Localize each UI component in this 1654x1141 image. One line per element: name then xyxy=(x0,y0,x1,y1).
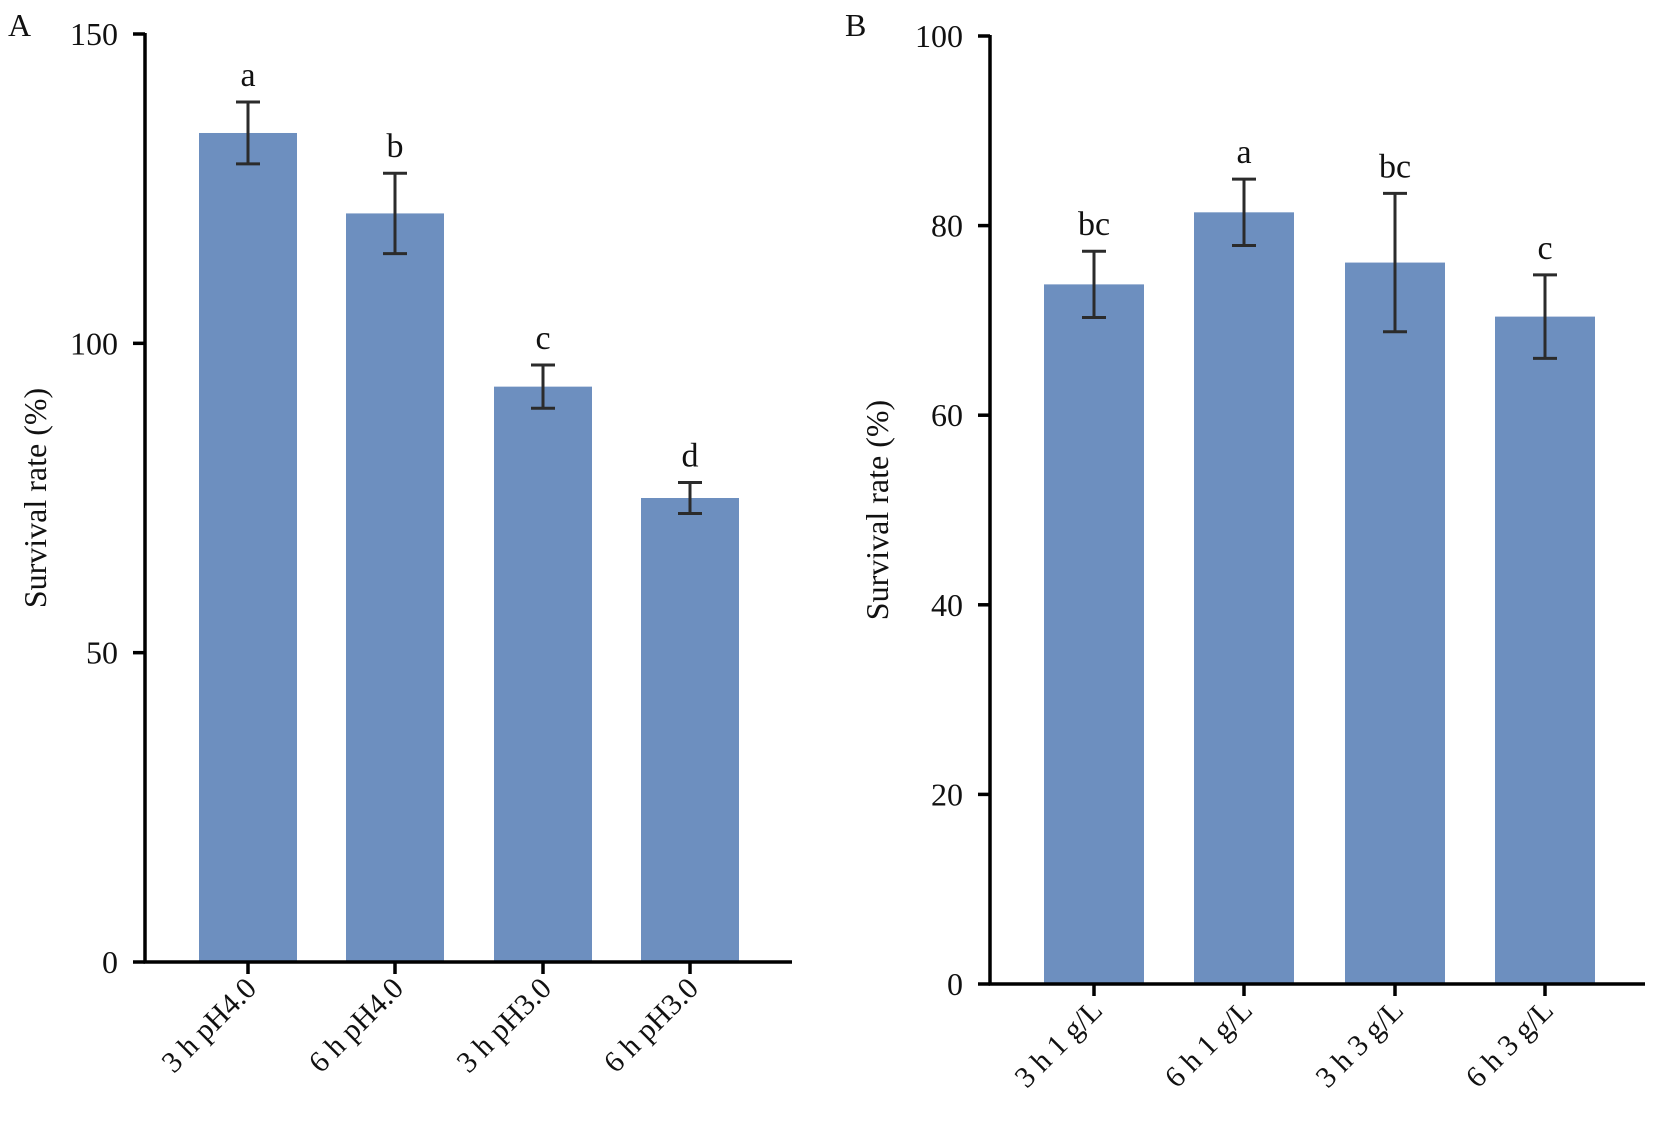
bar-B-2 xyxy=(1194,212,1294,984)
x-tick-label-A-1: 3 h pH4.0 xyxy=(155,972,263,1080)
significance-label-B-1: bc xyxy=(1078,206,1110,243)
x-tick-label-B-2: 6 h 1 g/L xyxy=(1158,994,1259,1095)
significance-label-A-2: b xyxy=(387,128,404,165)
bar-B-1 xyxy=(1044,284,1144,985)
y-tick-label-A-0: 0 xyxy=(102,944,118,980)
y-tick-label-A-100: 100 xyxy=(70,325,118,361)
significance-label-A-4: d xyxy=(682,438,699,475)
significance-label-B-4: c xyxy=(1537,230,1552,267)
y-axis-label-A: Survival rate (%) xyxy=(17,388,53,608)
bar-A-4 xyxy=(641,498,739,962)
bar-A-3 xyxy=(494,386,592,962)
y-tick-label-B-100: 100 xyxy=(915,18,963,54)
y-tick-label-B-40: 40 xyxy=(931,587,963,623)
bar-B-3 xyxy=(1345,262,1445,984)
significance-label-A-3: c xyxy=(535,320,550,357)
significance-label-B-2: a xyxy=(1236,134,1251,171)
x-tick-label-B-3: 3 h 3 g/L xyxy=(1309,994,1410,1095)
x-tick-label-B-1: 3 h 1 g/L xyxy=(1008,994,1109,1095)
panel-letter-A: A xyxy=(8,7,31,43)
x-tick-label-A-3: 3 h pH3.0 xyxy=(450,972,558,1080)
x-tick-label-A-4: 6 h pH3.0 xyxy=(597,972,705,1080)
significance-label-A-1: a xyxy=(240,57,255,94)
bar-A-2 xyxy=(346,213,444,962)
panel-letter-B: B xyxy=(845,7,866,43)
significance-label-B-3: bc xyxy=(1379,148,1411,185)
y-tick-label-B-20: 20 xyxy=(931,776,963,812)
y-tick-label-B-0: 0 xyxy=(947,966,963,1002)
bar-B-4 xyxy=(1495,316,1595,984)
x-tick-label-B-4: 6 h 3 g/L xyxy=(1459,994,1560,1095)
x-tick-label-A-2: 6 h pH4.0 xyxy=(302,972,410,1080)
y-tick-label-A-50: 50 xyxy=(86,635,118,671)
y-tick-label-A-150: 150 xyxy=(70,16,118,52)
y-tick-label-B-80: 80 xyxy=(931,208,963,244)
y-tick-label-B-60: 60 xyxy=(931,397,963,433)
bar-A-1 xyxy=(199,132,297,962)
y-axis-label-B: Survival rate (%) xyxy=(859,400,895,620)
